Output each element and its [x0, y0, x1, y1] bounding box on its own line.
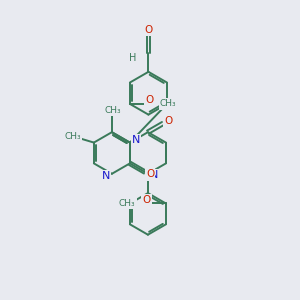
Text: N: N	[132, 135, 140, 145]
Text: CH₃: CH₃	[104, 106, 121, 115]
Text: O: O	[142, 195, 150, 205]
Text: N: N	[102, 171, 110, 181]
Text: H: H	[129, 52, 137, 63]
Text: O: O	[164, 116, 172, 126]
Text: N: N	[150, 170, 159, 180]
Text: CH₃: CH₃	[160, 99, 176, 108]
Text: O: O	[144, 25, 153, 35]
Text: O: O	[146, 95, 154, 105]
Text: CH₃: CH₃	[119, 199, 136, 208]
Text: CH₃: CH₃	[64, 132, 81, 141]
Text: O: O	[146, 169, 154, 179]
